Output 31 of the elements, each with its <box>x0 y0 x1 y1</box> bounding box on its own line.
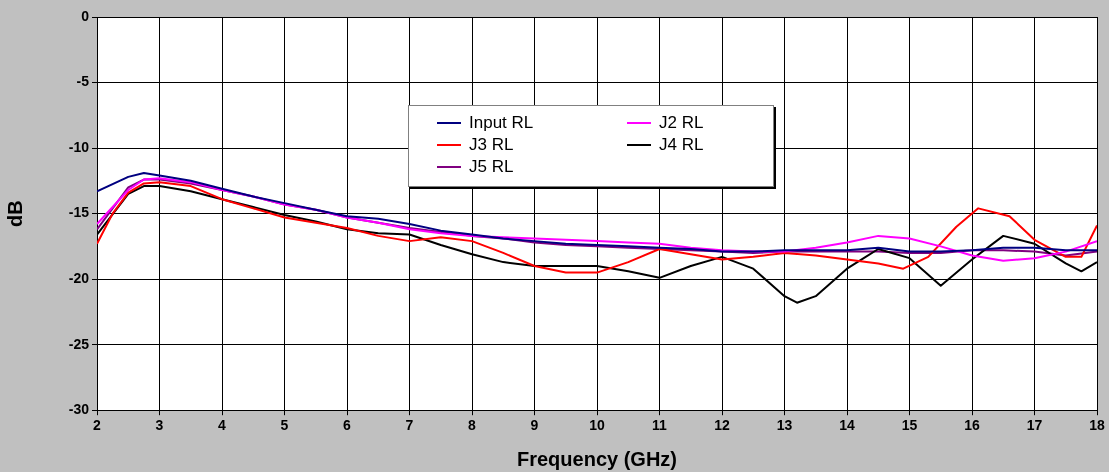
x-tick-label: 18 <box>1089 417 1105 434</box>
legend-label: Input RL <box>469 113 534 133</box>
x-tick-label: 10 <box>589 417 605 434</box>
x-tick-label: 16 <box>964 417 980 434</box>
x-tick-label: 3 <box>155 417 164 434</box>
x-axis-title: Frequency (GHz) <box>516 447 678 470</box>
legend-label: J3 RL <box>469 135 514 155</box>
legend-label: J4 RL <box>659 135 704 155</box>
legend-label: J2 RL <box>659 113 704 133</box>
x-tick-label: 14 <box>839 417 855 434</box>
y-tick-label: -10 <box>68 138 90 155</box>
x-tick-label: 4 <box>218 417 227 434</box>
x-tick-label: 13 <box>776 417 793 434</box>
y-axis-title: dB <box>3 200 26 227</box>
x-tick-label: 9 <box>530 417 539 434</box>
y-tick-label: -30 <box>68 401 90 418</box>
y-tick-label: -25 <box>68 335 90 352</box>
x-tick-label: 7 <box>405 417 414 434</box>
x-tick-label: 5 <box>280 417 289 434</box>
x-tick-label: 6 <box>343 417 352 434</box>
x-tick-label: 15 <box>901 417 918 434</box>
x-tick-label: 11 <box>652 417 668 434</box>
y-tick-label: 0 <box>81 7 90 24</box>
y-tick-label: -5 <box>76 73 90 90</box>
x-tick-label: 17 <box>1026 417 1043 434</box>
y-tick-label: -20 <box>68 269 90 286</box>
x-tick-label: 2 <box>93 417 102 434</box>
x-tick-label: 8 <box>468 417 477 434</box>
x-tick-label: 12 <box>714 417 730 434</box>
legend-label: J5 RL <box>469 157 514 177</box>
y-tick-label: -15 <box>68 204 90 221</box>
